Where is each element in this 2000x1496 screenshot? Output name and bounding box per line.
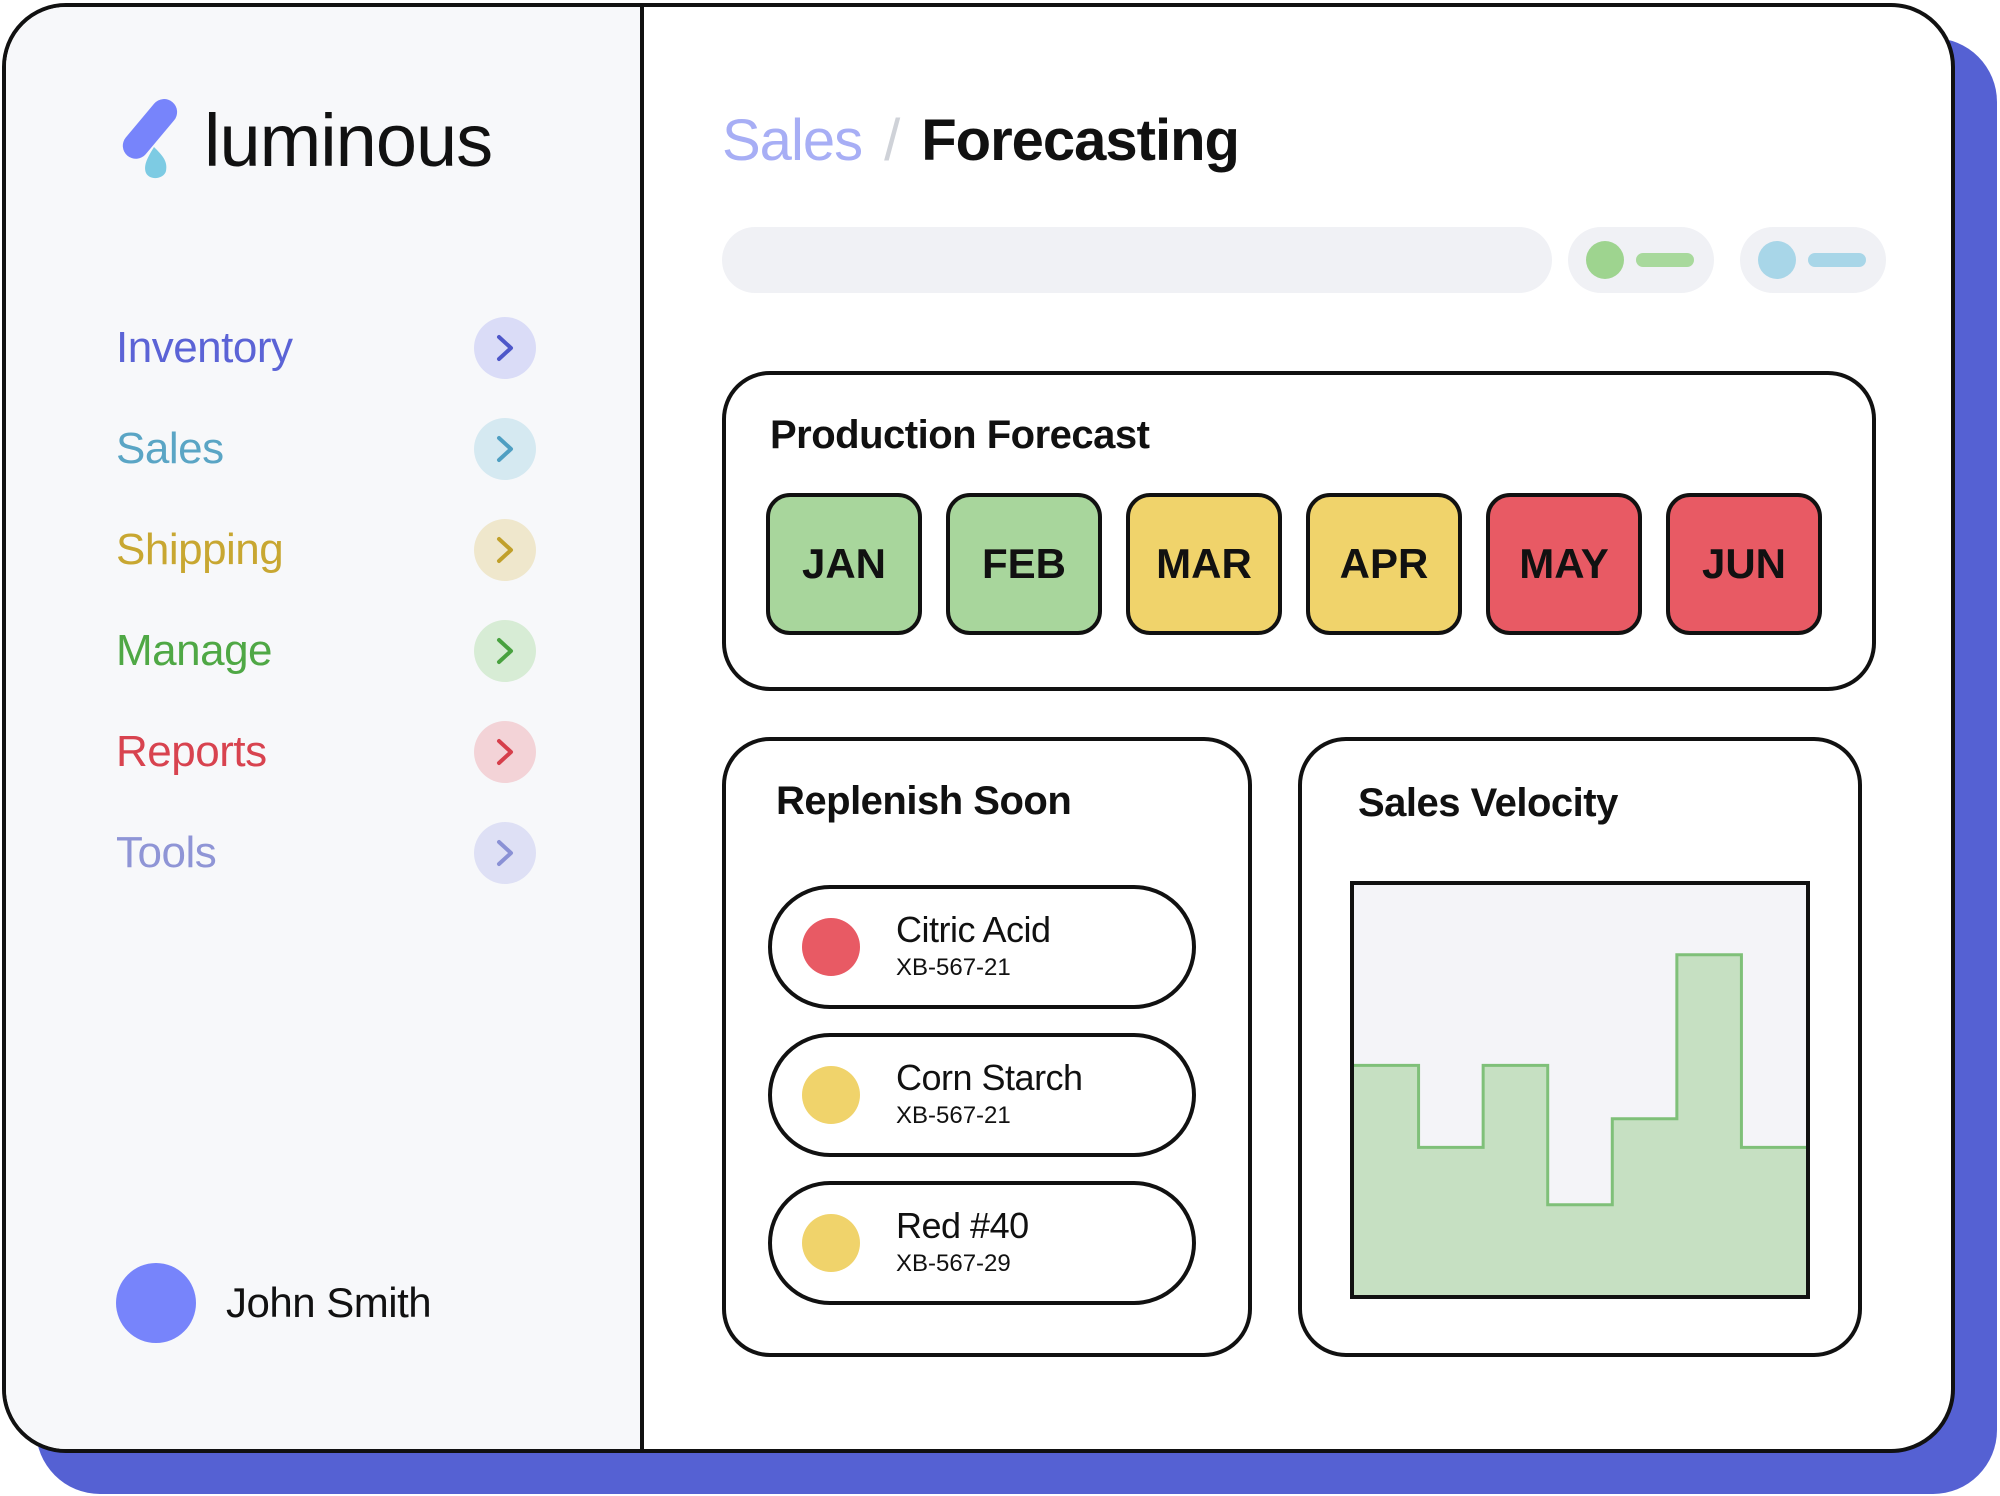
item-name: Corn Starch (896, 1057, 1083, 1098)
item-name: Citric Acid (896, 909, 1051, 950)
breadcrumb: Sales / Forecasting (722, 107, 1240, 174)
breadcrumb-separator: / (884, 108, 900, 173)
status-dot-icon (1586, 241, 1624, 279)
sidebar-item-label: Shipping (116, 524, 284, 574)
velocity-step-2 (1483, 1065, 1548, 1295)
chevron-right-icon[interactable] (474, 821, 536, 884)
list-item[interactable]: Citric Acid XB-567-21 (768, 885, 1196, 1009)
month-list: JAN FEB MAR APR MAY JUN (766, 493, 1846, 635)
sidebar: luminous Inventory Sales Shipping Manage Rep… (6, 7, 644, 1449)
brand-name: luminous (204, 99, 493, 182)
sidebar-item-reports[interactable]: Reports (116, 701, 536, 802)
item-code: XB-567-29 (896, 1250, 1011, 1277)
velocity-step-5 (1677, 955, 1742, 1295)
item-text: Corn Starch XB-567-21 (896, 1060, 1083, 1130)
velocity-step-0 (1354, 1065, 1419, 1295)
status-dot-icon (802, 1214, 860, 1272)
status-dot-icon (802, 1066, 860, 1124)
month-mar[interactable]: MAR (1126, 493, 1282, 635)
replenish-soon-card: Replenish Soon Citric Acid XB-567-21 Corn … (722, 737, 1252, 1357)
sidebar-item-label: Inventory (116, 322, 293, 372)
chevron-right-icon[interactable] (474, 417, 536, 480)
luminous-logo-icon (116, 99, 180, 183)
month-apr[interactable]: APR (1306, 493, 1462, 635)
sidebar-item-sales[interactable]: Sales (116, 398, 536, 499)
user-profile[interactable]: John Smith (116, 1263, 432, 1343)
item-code: XB-567-21 (896, 954, 1011, 981)
list-item[interactable]: Corn Starch XB-567-21 (768, 1033, 1196, 1157)
production-forecast-card: Production Forecast JAN FEB MAR APR MAY JUN (722, 371, 1876, 691)
filter-toggle-blue[interactable] (1740, 227, 1886, 293)
sidebar-item-label: Sales (116, 423, 224, 473)
sidebar-item-tools[interactable]: Tools (116, 802, 536, 903)
chevron-right-icon[interactable] (474, 518, 536, 581)
month-feb[interactable]: FEB (946, 493, 1102, 635)
item-text: Citric Acid XB-567-21 (896, 912, 1051, 982)
month-jan[interactable]: JAN (766, 493, 922, 635)
avatar[interactable] (116, 1263, 196, 1343)
velocity-area (1354, 954, 1806, 1295)
search-input[interactable] (722, 227, 1552, 293)
item-code: XB-567-21 (896, 1102, 1011, 1129)
sidebar-item-manage[interactable]: Manage (116, 600, 536, 701)
chevron-right-icon[interactable] (474, 720, 536, 783)
velocity-step-6 (1741, 1147, 1806, 1295)
page-title: Forecasting (921, 108, 1240, 173)
status-dot-icon (802, 918, 860, 976)
breadcrumb-sales[interactable]: Sales (722, 108, 863, 173)
velocity-step-3 (1548, 1205, 1613, 1295)
chart-plot (1354, 953, 1806, 1295)
sales-velocity-card: Sales Velocity (1298, 737, 1862, 1357)
list-item[interactable]: Red #40 XB-567-29 (768, 1181, 1196, 1305)
app-window: luminous Inventory Sales Shipping Manage Rep… (2, 3, 1955, 1453)
filter-toggle-green[interactable] (1568, 227, 1714, 293)
toggle-line-icon (1636, 253, 1694, 267)
toggle-line-icon (1808, 253, 1866, 267)
status-dot-icon (1758, 241, 1796, 279)
month-may[interactable]: MAY (1486, 493, 1642, 635)
chevron-right-icon[interactable] (474, 316, 536, 379)
velocity-step-1 (1419, 1147, 1484, 1295)
card-title: Sales Velocity (1358, 781, 1618, 825)
brand-logo[interactable]: luminous (116, 99, 493, 183)
sidebar-item-label: Tools (116, 827, 217, 877)
sales-velocity-chart (1350, 881, 1810, 1299)
sidebar-item-shipping[interactable]: Shipping (116, 499, 536, 600)
month-jun[interactable]: JUN (1666, 493, 1822, 635)
item-text: Red #40 XB-567-29 (896, 1208, 1029, 1278)
velocity-step-4 (1612, 1119, 1677, 1295)
card-title: Replenish Soon (776, 779, 1072, 823)
user-name: John Smith (226, 1279, 432, 1326)
chevron-right-icon[interactable] (474, 619, 536, 682)
sidebar-nav: Inventory Sales Shipping Manage Reports Tools (116, 297, 536, 903)
sidebar-item-label: Manage (116, 625, 273, 675)
velocity-line (1354, 953, 1806, 1207)
sidebar-item-inventory[interactable]: Inventory (116, 297, 536, 398)
sidebar-item-label: Reports (116, 726, 267, 776)
card-title: Production Forecast (770, 413, 1150, 457)
item-name: Red #40 (896, 1205, 1029, 1246)
